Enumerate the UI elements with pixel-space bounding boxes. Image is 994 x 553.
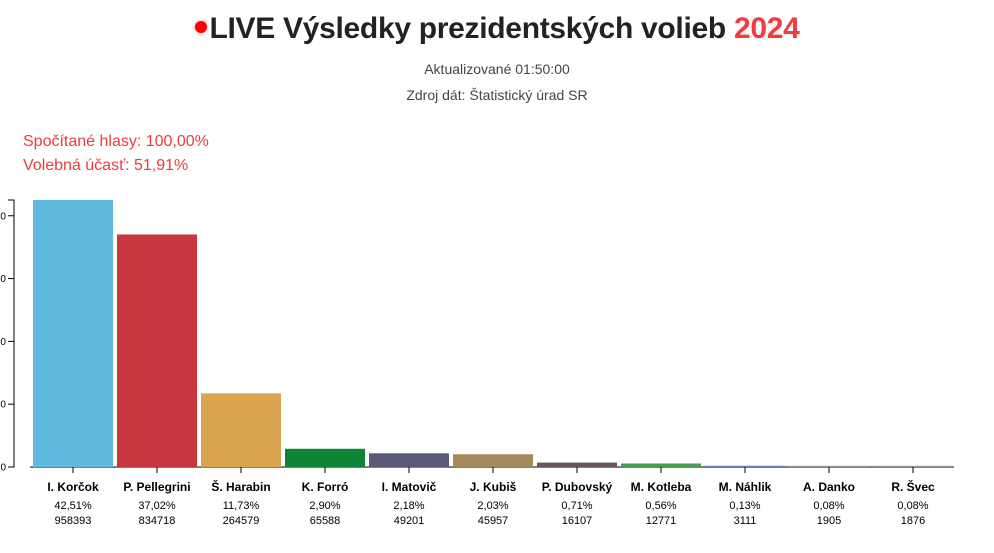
candidate-label: J. Kubiš bbox=[470, 480, 517, 494]
votes-label: 1905 bbox=[817, 515, 841, 527]
candidate-label: M. Kotleba bbox=[631, 480, 692, 494]
votes-label: 958393 bbox=[55, 515, 92, 527]
bar bbox=[537, 462, 617, 467]
percent-label: 0,13% bbox=[729, 500, 760, 512]
percent-label: 37,02% bbox=[138, 500, 176, 512]
candidate-label: A. Danko bbox=[803, 480, 855, 494]
bar bbox=[201, 393, 281, 467]
votes-label: 12771 bbox=[646, 515, 677, 527]
votes-label: 3111 bbox=[734, 515, 757, 527]
percent-label: 42,51% bbox=[54, 500, 92, 512]
votes-label: 1876 bbox=[901, 515, 925, 527]
candidate-label: P. Pellegrini bbox=[123, 480, 190, 494]
updated-time: Aktualizované 01:50:00 bbox=[424, 61, 570, 77]
candidate-label: I. Korčok bbox=[47, 480, 99, 494]
votes-label: 834718 bbox=[139, 515, 176, 527]
candidate-label: M. Náhlik bbox=[719, 480, 772, 494]
y-tick-label: 0 bbox=[0, 463, 6, 474]
votes-label: 45957 bbox=[478, 515, 509, 527]
page-title: LIVE Výsledky prezidentských volieb 2024 bbox=[0, 12, 994, 46]
y-tick-label: 10 bbox=[0, 400, 6, 411]
counted-votes: Spočítané hlasy: 100,00% bbox=[23, 133, 209, 150]
votes-label: 49201 bbox=[394, 515, 425, 527]
percent-label: 2,03% bbox=[477, 500, 508, 512]
data-source: Zdroj dát: Štatistický úrad SR bbox=[406, 87, 588, 103]
bar bbox=[789, 465, 869, 467]
bar bbox=[621, 463, 701, 467]
bar bbox=[705, 465, 785, 467]
title-year: 2024 bbox=[733, 12, 800, 45]
candidate-label: P. Dubovský bbox=[542, 480, 613, 494]
live-label: LIVE bbox=[209, 12, 276, 45]
title-text: Výsledky prezidentských volieb bbox=[283, 12, 726, 45]
live-dot-icon bbox=[194, 21, 207, 34]
percent-label: 0,08% bbox=[897, 500, 928, 512]
y-tick-label: 40 bbox=[0, 211, 6, 222]
votes-label: 65588 bbox=[310, 515, 341, 527]
percent-label: 2,18% bbox=[393, 500, 424, 512]
votes-label: 264579 bbox=[223, 515, 260, 527]
bar bbox=[369, 453, 449, 467]
y-axis bbox=[8, 199, 15, 468]
y-tick-label: 20 bbox=[0, 337, 6, 348]
percent-label: 0,08% bbox=[813, 500, 844, 512]
bar bbox=[453, 454, 533, 467]
y-tick-label: 30 bbox=[0, 274, 6, 285]
percent-label: 0,71% bbox=[561, 500, 592, 512]
bar bbox=[33, 200, 113, 467]
bar bbox=[285, 448, 365, 467]
candidate-label: I. Matovič bbox=[382, 480, 437, 494]
bar bbox=[117, 234, 197, 467]
candidate-label: R. Švec bbox=[891, 479, 935, 494]
votes-label: 16107 bbox=[562, 515, 593, 527]
turnout: Volebná účasť: 51,91% bbox=[23, 157, 189, 174]
percent-label: 11,73% bbox=[223, 500, 260, 512]
percent-label: 2,90% bbox=[309, 500, 340, 512]
percent-label: 0,56% bbox=[645, 500, 676, 512]
candidate-label: K. Forró bbox=[302, 480, 349, 494]
bar bbox=[873, 465, 953, 467]
candidate-label: Š. Harabin bbox=[211, 479, 270, 494]
